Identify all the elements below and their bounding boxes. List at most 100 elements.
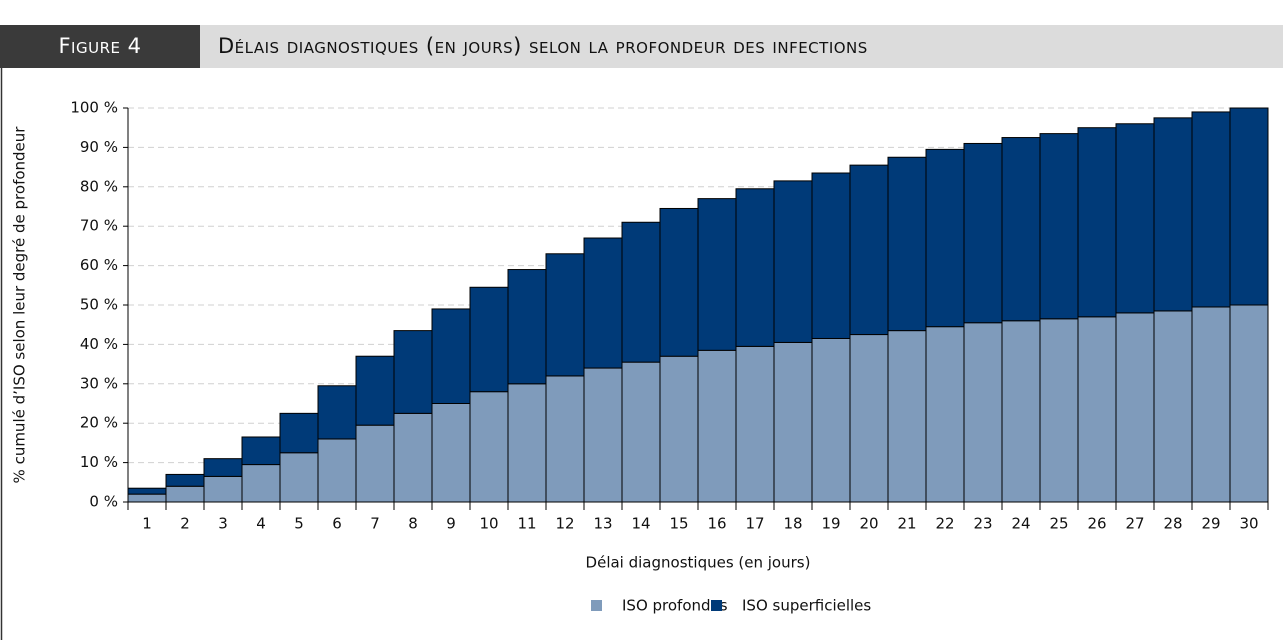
bar-segment [1191,111,1231,308]
x-tick-label: 18 [783,515,802,533]
y-tick-label: 40 % [80,335,118,353]
bar-segment [1229,304,1269,503]
bar-segment [697,198,737,351]
bar-segment [735,345,775,503]
x-tick-label: 9 [446,515,456,533]
x-tick-label: 19 [821,515,840,533]
bar-segment [1039,133,1079,320]
bar-segment [887,330,927,503]
bar-segment [1001,137,1041,322]
x-tick-label: 12 [555,515,574,533]
x-tick-label: 15 [669,515,688,533]
bar-segment [1039,318,1079,503]
bar-segment [583,237,623,369]
x-tick-label: 6 [332,515,342,533]
bar-segment [925,326,965,503]
x-tick-label: 29 [1201,515,1220,533]
bar-segment [963,142,1003,324]
bar-segment [317,438,357,503]
bar-segment [127,487,167,495]
bar-segment [127,493,167,503]
x-tick-label: 2 [180,515,190,533]
bar-segment [165,473,205,487]
figure-label: Figure 4 [58,34,141,58]
bar-segment [507,383,547,503]
x-tick-label: 27 [1125,515,1144,533]
bar-segment [469,391,509,503]
bar-segment [583,367,623,503]
bar-segment [393,330,433,414]
bar-segment [279,452,319,503]
x-tick-label: 1 [142,515,152,533]
bar-segment [469,286,509,393]
bar-segment [431,308,471,404]
bar-segment [925,148,965,328]
bar-segment [241,464,281,503]
chart-title: Délais diagnostiques (en jours) selon la… [218,34,868,58]
y-tick-label: 80 % [80,177,118,195]
y-tick-label: 10 % [80,453,118,471]
x-tick-label: 16 [707,515,726,533]
bar-segment [1153,310,1193,503]
bar-segment [887,156,927,332]
y-tick-label: 20 % [80,414,118,432]
bar-segment [165,485,205,503]
y-tick-label: 100 % [70,99,118,117]
y-tick-label: 30 % [80,374,118,392]
bar-segment [621,361,661,503]
bar-segment [697,349,737,503]
legend-label: ISO superficielles [742,597,871,615]
x-tick-label: 25 [1049,515,1068,533]
bar-segment [1115,123,1155,314]
bar-segment [1115,312,1155,503]
x-tick-label: 7 [370,515,380,533]
bar-segment [1077,316,1117,503]
x-tick-label: 22 [935,515,954,533]
x-tick-label: 5 [294,515,304,533]
bar-segment [355,355,395,426]
bar-segment [1001,320,1041,503]
bar-segment [849,334,889,503]
x-tick-label: 4 [256,515,266,533]
y-tick-label: 90 % [80,138,118,156]
x-tick-label: 10 [479,515,498,533]
x-tick-label: 11 [517,515,536,533]
bar-segment [963,322,1003,503]
x-tick-label: 26 [1087,515,1106,533]
bar-segment [621,221,661,363]
bar-segment [1191,306,1231,503]
x-tick-label: 14 [631,515,650,533]
y-tick-label: 0 % [89,493,118,511]
bar-segment [773,180,813,343]
x-tick-label: 24 [1011,515,1030,533]
bar-segment [659,355,699,503]
x-tick-label: 17 [745,515,764,533]
bar-segment [773,341,813,503]
bar-segment [545,253,585,377]
x-tick-label: 3 [218,515,228,533]
x-axis-label: Délai diagnostiques (en jours) [586,554,811,572]
bar-segment [241,436,281,466]
x-tick-label: 23 [973,515,992,533]
y-axis-label: % cumulé d’ISO selon leur degré de profo… [11,126,29,484]
x-tick-label: 13 [593,515,612,533]
bar-segment [1153,117,1193,312]
bar-segment [507,269,547,385]
x-tick-label: 28 [1163,515,1182,533]
bar-segment [849,164,889,336]
bar-segment [431,403,471,503]
bar-segment [811,337,851,503]
x-tick-label: 30 [1239,515,1258,533]
bar-segment [317,385,357,440]
bar-segment [355,424,395,503]
bar-segment [659,207,699,357]
bar-segment [735,188,775,347]
figure-label-box [0,25,200,68]
legend-swatch [591,600,602,611]
x-tick-label: 8 [408,515,418,533]
bar-segment [279,412,319,454]
bar-segment [393,412,433,503]
y-tick-label: 70 % [80,217,118,235]
